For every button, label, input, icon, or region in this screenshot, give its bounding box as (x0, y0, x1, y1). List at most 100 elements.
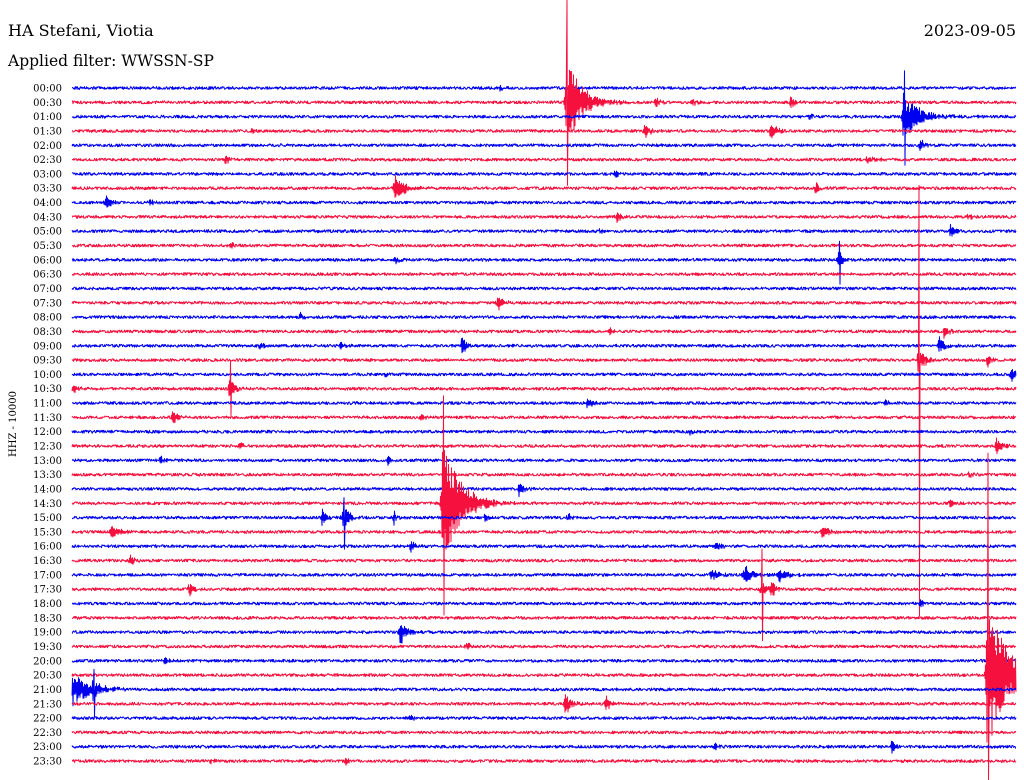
row-label-20-30: 20:30 (33, 671, 62, 682)
trace-15-30 (71, 526, 1016, 538)
trace-06-00 (71, 240, 1017, 285)
row-label-04-30: 04:30 (33, 212, 62, 223)
filter-label: Applied filter: WWSSN-SP (7, 52, 214, 70)
trace-03-30 (71, 175, 1017, 198)
trace-04-00 (71, 195, 1017, 208)
row-label-07-00: 07:00 (33, 284, 62, 295)
trace-14-30 (71, 395, 1017, 616)
trace-09-30 (71, 184, 1017, 617)
row-label-15-30: 15:30 (33, 527, 62, 538)
trace-08-30 (71, 327, 1017, 339)
row-label-05-30: 05:30 (33, 241, 62, 252)
row-label-03-00: 03:00 (33, 169, 62, 180)
trace-17-30 (71, 548, 1017, 642)
trace-21-00 (71, 668, 1017, 718)
trace-14-00 (71, 483, 1017, 498)
row-label-02-00: 02:00 (33, 141, 62, 152)
row-label-10-00: 10:00 (33, 370, 62, 381)
trace-16-00 (71, 541, 1017, 553)
trace-22-00 (71, 714, 1017, 721)
row-label-17-30: 17:30 (33, 585, 62, 596)
trace-21-30 (71, 694, 1016, 713)
y-axis-label: HHZ - 10000 (8, 391, 19, 457)
trace-23-30 (71, 757, 1017, 766)
trace-18-00 (71, 599, 1017, 608)
trace-group (71, 0, 1017, 780)
trace-03-00 (71, 170, 1017, 178)
row-label-12-00: 12:00 (33, 427, 62, 438)
trace-12-00 (71, 429, 1017, 436)
trace-10-00 (71, 369, 1017, 382)
row-label-00-00: 00:00 (33, 84, 62, 95)
trace-12-30 (71, 437, 1017, 455)
trace-05-30 (71, 242, 1017, 249)
trace-15-00 (71, 497, 1017, 550)
row-label-06-00: 06:00 (33, 255, 62, 266)
row-label-14-00: 14:00 (33, 485, 62, 496)
trace-11-30 (71, 411, 1017, 424)
row-label-04-00: 04:00 (33, 198, 62, 209)
row-label-09-00: 09:00 (33, 341, 62, 352)
trace-10-30 (71, 359, 1017, 417)
trace-05-00 (71, 223, 1017, 237)
row-label-16-00: 16:00 (33, 542, 62, 553)
trace-20-30 (71, 452, 1017, 780)
row-label-08-00: 08:00 (33, 313, 62, 324)
row-label-21-30: 21:30 (33, 699, 62, 710)
row-label-23-30: 23:30 (33, 757, 62, 768)
row-label-18-30: 18:30 (33, 613, 62, 624)
trace-04-30 (72, 212, 1017, 223)
row-label-16-30: 16:30 (33, 556, 62, 567)
trace-20-00 (71, 657, 1017, 665)
trace-19-30 (71, 642, 1017, 650)
row-label-17-00: 17:00 (33, 570, 62, 581)
row-label-01-30: 01:30 (33, 127, 62, 138)
row-label-18-00: 18:00 (33, 599, 62, 610)
trace-01-00 (71, 70, 1017, 166)
trace-07-30 (71, 297, 1017, 311)
row-label-08-30: 08:30 (33, 327, 62, 338)
row-label-05-00: 05:00 (33, 227, 62, 238)
trace-11-00 (71, 398, 1017, 409)
trace-13-30 (71, 471, 1017, 478)
row-label-06-30: 06:30 (33, 270, 62, 281)
row-label-13-30: 13:30 (33, 470, 62, 481)
trace-02-30 (71, 155, 1017, 165)
row-label-00-30: 00:30 (33, 98, 62, 109)
trace-00-30 (71, 0, 1017, 186)
trace-16-30 (71, 554, 1017, 565)
row-label-09-30: 09:30 (33, 356, 62, 367)
row-label-13-00: 13:00 (33, 456, 62, 467)
trace-09-00 (71, 336, 1017, 354)
trace-07-00 (71, 286, 1017, 291)
row-label-group: 00:00 00:30 01:00 01:30 02:00 02:30 03:00 03:30… (33, 84, 62, 768)
row-label-14-30: 14:30 (33, 499, 62, 510)
row-label-22-30: 22:30 (33, 728, 62, 739)
row-label-20-00: 20:00 (33, 656, 62, 667)
row-label-22-00: 22:00 (33, 714, 62, 725)
row-label-23-00: 23:00 (33, 742, 62, 753)
row-label-07-30: 07:30 (33, 298, 62, 309)
trace-13-00 (71, 455, 1017, 466)
trace-02-00 (71, 139, 1017, 151)
row-label-19-00: 19:00 (33, 628, 62, 639)
trace-17-00 (71, 565, 1017, 583)
row-label-21-00: 21:00 (33, 685, 62, 696)
row-label-11-30: 11:30 (33, 413, 62, 424)
station-title: HA Stefani, Viotia (8, 21, 154, 40)
row-label-12-30: 12:30 (33, 442, 62, 453)
row-label-02-30: 02:30 (33, 155, 62, 166)
row-label-19-30: 19:30 (33, 642, 62, 653)
trace-19-00 (71, 625, 1017, 644)
trace-00-00 (71, 84, 1017, 92)
date-label: 2023-09-05 (924, 21, 1016, 40)
trace-08-00 (71, 311, 1017, 320)
row-label-03-30: 03:30 (33, 184, 62, 195)
trace-23-00 (71, 740, 1017, 754)
trace-22-30 (71, 730, 1017, 735)
row-label-01-00: 01:00 (33, 112, 62, 123)
row-label-10-30: 10:30 (33, 384, 62, 395)
trace-18-30 (72, 615, 1017, 620)
row-label-11-00: 11:00 (33, 399, 62, 410)
